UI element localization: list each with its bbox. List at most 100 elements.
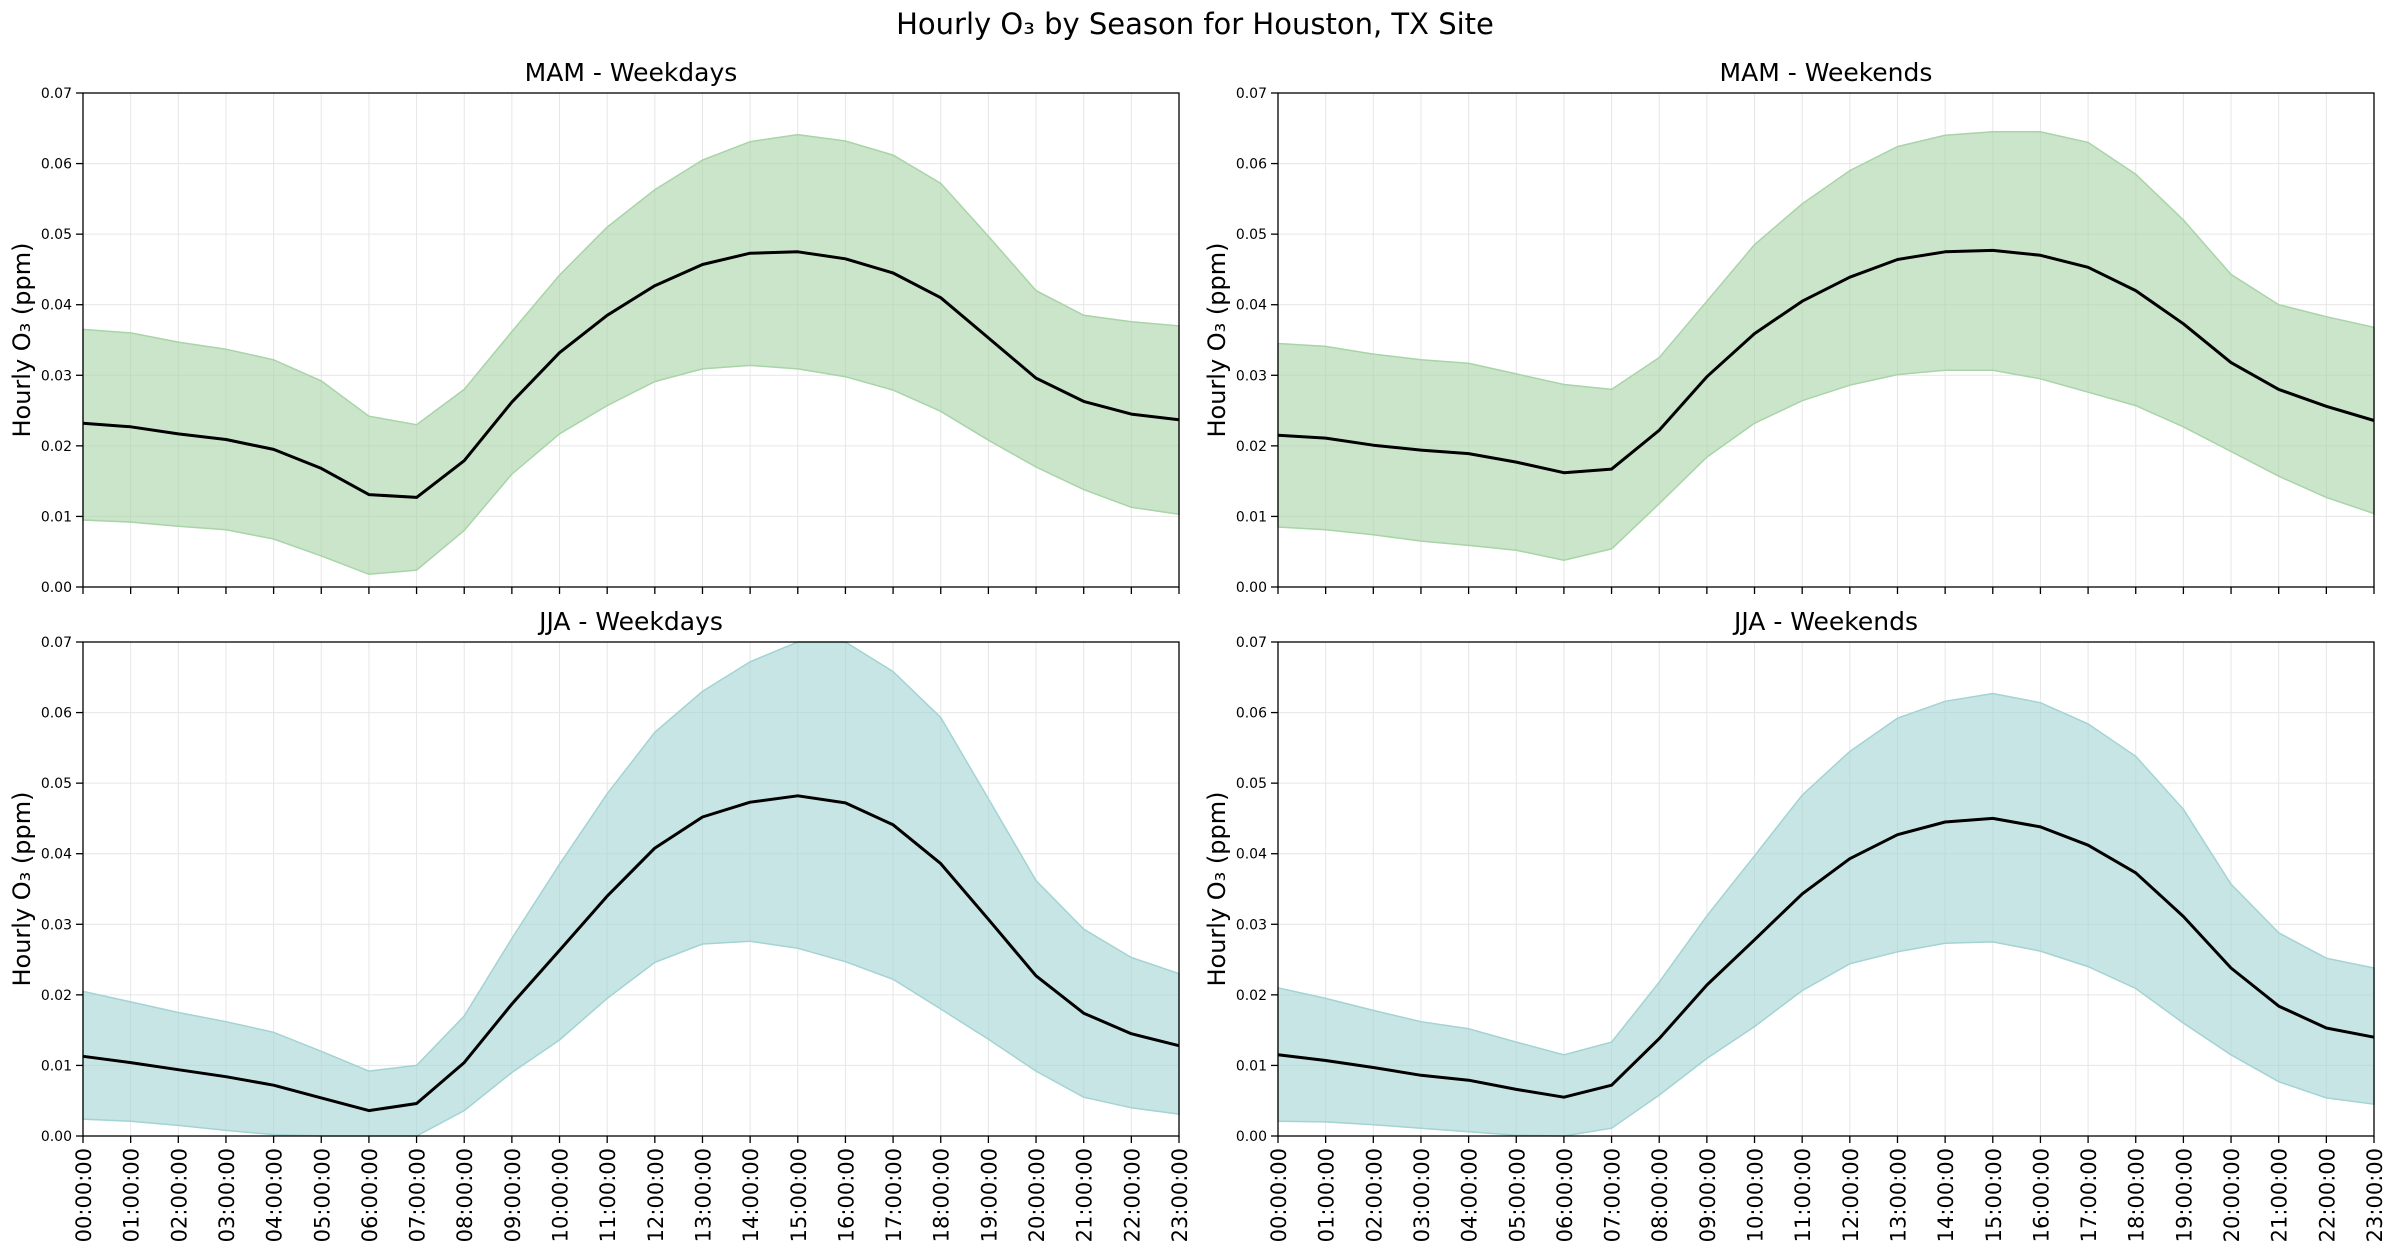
mean-point — [1514, 460, 1518, 464]
x-tick-label: 23:00:00 — [1168, 1148, 1192, 1241]
x-tick-label: 16:00:00 — [2029, 1148, 2053, 1241]
y-tick-label: 0.07 — [1236, 635, 1267, 651]
mean-point — [129, 425, 133, 429]
chart-panel: 0.00 0.01 0.02 0.03 0.04 0.05 0.06 0.07 MAM - We… — [1203, 58, 2375, 596]
y-tick-label: 0.07 — [41, 635, 72, 651]
mean-point — [1562, 1095, 1566, 1099]
mean-point — [2134, 289, 2138, 293]
figure-title: Hourly O₃ by Season for Houston, TX Site — [896, 7, 1494, 41]
mean-point — [1610, 1083, 1614, 1087]
x-tick-label: 08:00:00 — [1648, 1148, 1672, 1241]
mean-point — [1800, 299, 1804, 303]
mean-point — [415, 1102, 419, 1106]
y-tick-label: 0.03 — [41, 917, 72, 933]
y-tick-label: 0.01 — [41, 509, 72, 525]
mean-point — [1371, 1066, 1375, 1070]
range-band — [82, 641, 1180, 1137]
mean-point — [700, 262, 704, 266]
x-tick-label: 03:00:00 — [215, 1148, 239, 1241]
range-band — [82, 133, 1180, 576]
x-tick-label: 20:00:00 — [1025, 1148, 1049, 1241]
mean-point — [1034, 974, 1038, 978]
x-tick-label: 16:00:00 — [834, 1148, 858, 1241]
mean-point — [272, 1083, 276, 1087]
mean-point — [986, 917, 990, 921]
x-tick-label: 02:00:00 — [1362, 1148, 1386, 1241]
mean-point — [1467, 1078, 1471, 1082]
x-tick-label: 01:00:00 — [120, 1148, 144, 1241]
x-tick-label: 21:00:00 — [2268, 1148, 2292, 1241]
x-tick-label: 20:00:00 — [2220, 1148, 2244, 1241]
x-tick-label: 15:00:00 — [1982, 1148, 2006, 1241]
mean-point — [653, 846, 657, 850]
y-tick-label: 0.03 — [41, 368, 72, 384]
x-tick-label: 09:00:00 — [1696, 1148, 1720, 1241]
x-tick-label: 01:00:00 — [1315, 1148, 1339, 1241]
range-band — [1277, 692, 2375, 1137]
mean-point — [1657, 428, 1661, 432]
mean-point — [1082, 1011, 1086, 1015]
mean-point — [748, 800, 752, 804]
mean-point — [2181, 322, 2185, 326]
mean-point — [1705, 375, 1709, 379]
mean-point — [1753, 332, 1757, 336]
x-tick-label: 04:00:00 — [263, 1148, 287, 1241]
plot-frame — [82, 641, 1180, 1137]
mean-point — [843, 801, 847, 805]
x-tick-label: 02:00:00 — [167, 1148, 191, 1241]
y-tick-label: 0.07 — [41, 86, 72, 102]
x-tick-label: 13:00:00 — [1887, 1148, 1911, 1241]
mean-point — [1324, 1058, 1328, 1062]
y-tick-label: 0.02 — [41, 988, 72, 1004]
x-tick-label: 00:00:00 — [1267, 1148, 1291, 1241]
plot-frame — [1277, 92, 2375, 588]
mean-point — [2229, 966, 2233, 970]
x-tick-label: 12:00:00 — [1839, 1148, 1863, 1241]
mean-line — [82, 250, 1180, 499]
mean-point — [1129, 1032, 1133, 1036]
mean-point — [1129, 412, 1133, 416]
mean-point — [1467, 452, 1471, 456]
mean-point — [1562, 471, 1566, 475]
x-tick-label: 18:00:00 — [930, 1148, 954, 1241]
mean-point — [2277, 387, 2281, 391]
panel-title: JJA - Weekdays — [537, 607, 723, 636]
y-tick-label: 0.03 — [1236, 917, 1267, 933]
x-tick-label: 19:00:00 — [977, 1148, 1001, 1241]
y-axis-label: Hourly O₃ (ppm) — [1203, 242, 1231, 437]
mean-point — [1848, 857, 1852, 861]
mean-point — [2324, 404, 2328, 408]
mean-point — [2181, 915, 2185, 919]
y-axis-label: Hourly O₃ (ppm) — [8, 242, 36, 437]
mean-point — [605, 313, 609, 317]
y-tick-label: 0.04 — [1236, 847, 1267, 863]
x-tick-label: 22:00:00 — [2315, 1148, 2339, 1241]
mean-point — [558, 948, 562, 952]
y-tick-label: 0.01 — [1236, 509, 1267, 525]
chart-panel: 0.00 0.01 0.02 0.03 0.04 0.05 0.06 0.07 00:00:00… — [1203, 607, 2387, 1241]
mean-point — [986, 336, 990, 340]
mean-point — [415, 495, 419, 499]
y-tick-label: 0.04 — [41, 298, 72, 314]
x-tick-label: 14:00:00 — [1934, 1148, 1958, 1241]
mean-point — [367, 493, 371, 497]
x-tick-label: 06:00:00 — [358, 1148, 382, 1241]
mean-point — [1419, 448, 1423, 452]
x-tick-label: 11:00:00 — [596, 1148, 620, 1241]
plot-frame — [82, 92, 1180, 588]
mean-point — [1895, 258, 1899, 262]
x-tick-label: 03:00:00 — [1410, 1148, 1434, 1241]
mean-point — [2277, 1004, 2281, 1008]
y-tick-label: 0.00 — [41, 580, 72, 596]
y-tick-label: 0.04 — [1236, 298, 1267, 314]
mean-point — [2038, 825, 2042, 829]
mean-point — [796, 794, 800, 798]
y-tick-label: 0.00 — [1236, 580, 1267, 596]
mean-point — [1991, 816, 1995, 820]
mean-point — [176, 1068, 180, 1072]
panel-title: JJA - Weekends — [1732, 607, 1918, 636]
y-tick-label: 0.01 — [41, 1058, 72, 1074]
mean-point — [1371, 443, 1375, 447]
mean-point — [1895, 833, 1899, 837]
